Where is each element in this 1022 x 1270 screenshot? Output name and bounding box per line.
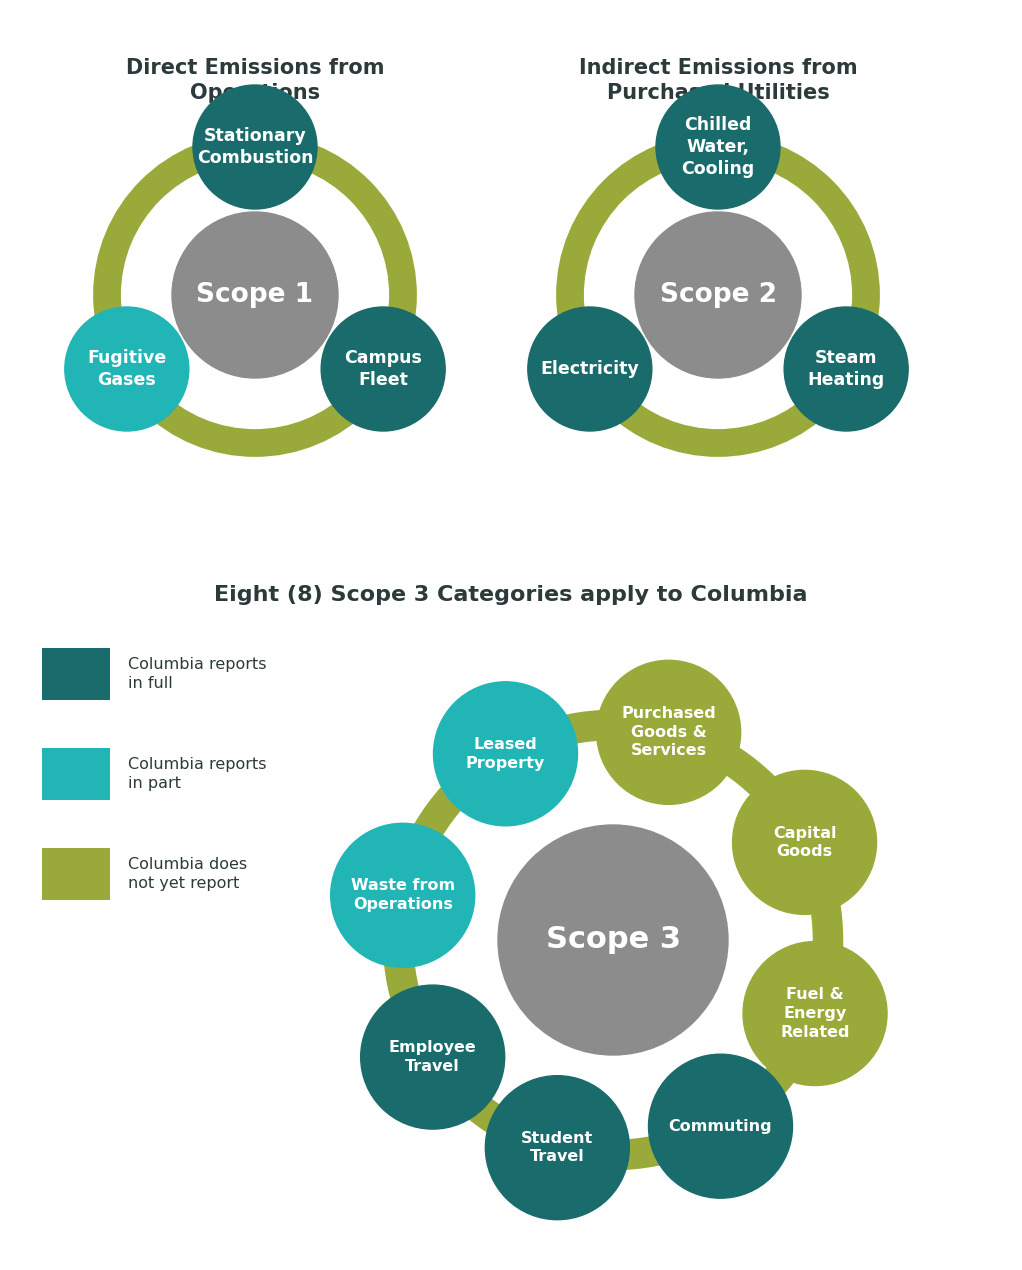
Text: Fugitive
Gases: Fugitive Gases	[87, 349, 167, 389]
Text: Commuting: Commuting	[668, 1119, 773, 1134]
Circle shape	[743, 941, 887, 1086]
FancyBboxPatch shape	[42, 748, 110, 800]
Text: Employee
Travel: Employee Travel	[388, 1040, 476, 1074]
Circle shape	[331, 823, 474, 968]
Circle shape	[64, 307, 189, 431]
Text: Direct Emissions from
Operations: Direct Emissions from Operations	[126, 58, 384, 103]
Text: Capital
Goods: Capital Goods	[773, 826, 836, 860]
Text: Columbia does
not yet report: Columbia does not yet report	[128, 857, 247, 890]
Circle shape	[498, 826, 728, 1055]
FancyBboxPatch shape	[42, 648, 110, 700]
Text: Steam
Heating: Steam Heating	[807, 349, 885, 389]
FancyBboxPatch shape	[42, 848, 110, 900]
Circle shape	[656, 85, 780, 210]
Circle shape	[784, 307, 909, 431]
Text: Chilled
Water,
Cooling: Chilled Water, Cooling	[682, 116, 754, 178]
Circle shape	[485, 1076, 630, 1219]
Circle shape	[433, 682, 577, 826]
Text: Scope 2: Scope 2	[659, 282, 777, 309]
Text: Student
Travel: Student Travel	[521, 1130, 594, 1165]
Text: Purchased
Goods &
Services: Purchased Goods & Services	[621, 706, 716, 758]
Text: Fuel &
Energy
Related: Fuel & Energy Related	[780, 988, 849, 1040]
Text: Eight (8) Scope 3 Categories apply to Columbia: Eight (8) Scope 3 Categories apply to Co…	[215, 585, 807, 605]
Circle shape	[597, 660, 741, 804]
Circle shape	[733, 771, 877, 914]
Circle shape	[635, 212, 801, 378]
Circle shape	[649, 1054, 792, 1198]
Text: Columbia reports
in part: Columbia reports in part	[128, 757, 267, 791]
Text: Campus
Fleet: Campus Fleet	[344, 349, 422, 389]
Circle shape	[361, 986, 505, 1129]
Circle shape	[172, 212, 338, 378]
Text: Electricity: Electricity	[541, 359, 639, 378]
Text: Stationary
Combustion: Stationary Combustion	[197, 127, 314, 168]
Text: Leased
Property: Leased Property	[466, 737, 545, 771]
Circle shape	[193, 85, 317, 210]
Text: Columbia reports
in full: Columbia reports in full	[128, 657, 267, 691]
Text: Scope 3: Scope 3	[546, 926, 681, 955]
Text: Indirect Emissions from
Purchased Utilities: Indirect Emissions from Purchased Utilit…	[578, 58, 857, 103]
Text: Scope 1: Scope 1	[196, 282, 314, 309]
Circle shape	[321, 307, 446, 431]
Text: Waste from
Operations: Waste from Operations	[351, 879, 455, 912]
Circle shape	[527, 307, 652, 431]
